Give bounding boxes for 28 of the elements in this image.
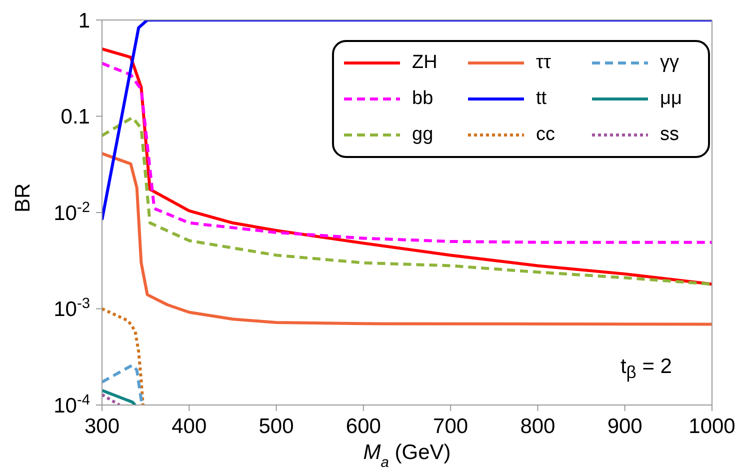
legend-label: γγ	[660, 52, 679, 74]
legend-label: bb	[412, 88, 434, 110]
line-series	[102, 307, 144, 405]
x-tick-label: 400	[172, 415, 207, 438]
legend-label: gg	[412, 124, 434, 146]
x-tick-label: 500	[258, 415, 294, 438]
legend-label: μμ	[660, 88, 682, 110]
legend-label: ττ	[536, 52, 552, 74]
y-tick-label: 1	[78, 9, 90, 32]
x-axis-title: M$_{a}$ (GeV)	[363, 441, 451, 471]
legend-label: tt	[536, 88, 547, 110]
x-tick-label: 900	[607, 415, 642, 438]
line-series	[102, 116, 712, 286]
legend-label: cc	[536, 124, 555, 146]
line-series	[102, 152, 712, 326]
x-tick-label: 600	[346, 415, 381, 438]
x-tick-label: 300	[84, 415, 120, 438]
x-tick-label: 700	[433, 415, 468, 438]
y-tick-label: 10$^{-4}$	[54, 392, 90, 418]
y-tick-label: 10$^{-3}$	[54, 296, 90, 322]
annotation: t$_{β}$ = 2	[620, 354, 672, 383]
y-tick-label: 0.1	[60, 106, 90, 129]
x-tick-label: 800	[520, 415, 556, 438]
legend-label: ZH	[412, 52, 438, 74]
x-tick-label: 1000	[688, 415, 736, 438]
y-axis-title: BR	[11, 183, 34, 212]
y-tick-label: 10$^{-2}$	[54, 200, 90, 225]
legend-label: ss	[660, 124, 679, 146]
